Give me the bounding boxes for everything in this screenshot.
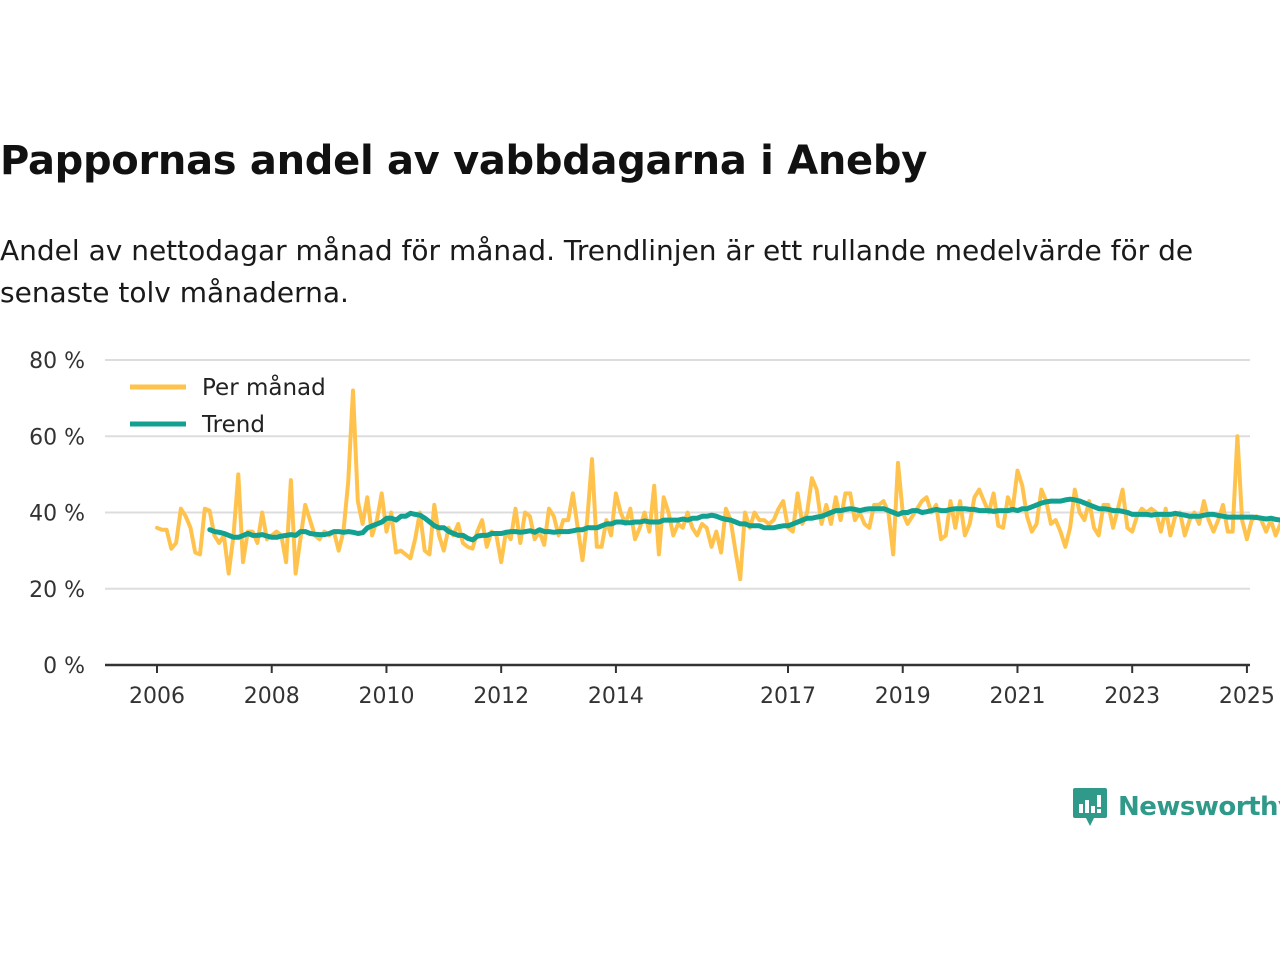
x-tick-label: 2025 — [1219, 684, 1275, 709]
y-tick-label: 20 % — [29, 578, 85, 603]
y-axis-ticks: 0 % 20 % 40 % 60 % 80 % — [29, 349, 85, 679]
line-chart: 0 % 20 % 40 % 60 % 80 % 2006 2008 2010 2012 2014… — [29, 349, 1280, 709]
y-tick-label: 80 % — [29, 349, 85, 374]
x-tick-label: 2017 — [760, 684, 816, 709]
brand-logo: Newsworthy — [1072, 786, 1280, 828]
gridlines — [105, 359, 1250, 590]
chart-title: Pappornas andel av vabbdagarna i Aneby — [0, 138, 927, 184]
x-tick-label: 2023 — [1104, 684, 1160, 709]
legend: Per månad Trend — [130, 373, 326, 438]
brand-name: Newsworthy — [1118, 792, 1280, 822]
y-tick-label: 40 % — [29, 502, 85, 527]
x-tick-label: 2008 — [244, 684, 300, 709]
x-tick-label: 2010 — [358, 684, 414, 709]
y-tick-label: 60 % — [29, 425, 85, 450]
legend-label-trend: Trend — [201, 412, 265, 438]
series-layer — [155, 388, 1280, 582]
y-tick-label: 0 % — [43, 654, 85, 679]
x-tick-label: 2021 — [989, 684, 1045, 709]
x-axis: 2006 2008 2010 2012 2014 2017 2019 2021 2023 2025 — [105, 663, 1275, 709]
series-line-per-manad — [155, 388, 1280, 582]
newsworthy-logo-icon — [1073, 788, 1107, 826]
legend-label-monthly: Per månad — [202, 373, 326, 401]
chart-subtitle: Andel av nettodagar månad för månad. Tre… — [0, 234, 1194, 309]
series-line-trend — [207, 496, 1280, 543]
x-tick-label: 2014 — [588, 684, 644, 709]
x-tick-label: 2006 — [129, 684, 185, 709]
x-tick-label: 2019 — [875, 684, 931, 709]
x-tick-label: 2012 — [473, 684, 529, 709]
